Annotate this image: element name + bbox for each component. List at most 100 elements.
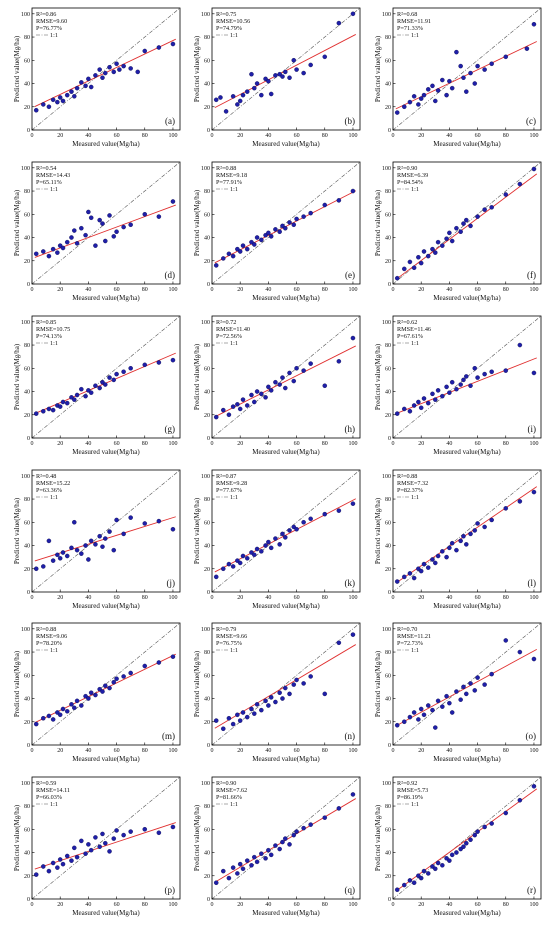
y-tick-label: 80 [24,189,30,195]
data-point [57,404,63,409]
data-point [72,705,77,711]
regression-line [214,345,356,418]
y-tick-label: 80 [385,343,391,349]
y-tick-label: 60 [24,58,30,64]
x-tick-label: 40 [446,441,452,447]
panel-label: (e) [345,270,355,280]
data-point [464,217,469,223]
data-point [226,716,232,721]
x-tick-label: 0 [31,902,34,908]
data-point [482,371,487,377]
y-tick-label: 20 [24,259,30,265]
x-tick-label: 100 [529,902,538,908]
data-point [46,104,52,110]
data-point [482,524,487,530]
x-tick-label: 80 [322,133,328,139]
y-axis-label: Predicted value(Mg/ha) [193,343,201,410]
y-tick-label: 40 [204,544,210,550]
data-point [170,41,176,47]
scatter-panel: 0 20 40 60 80 100 0 20 40 60 80 100 Measured value(M… [193,7,361,148]
y-tick-label: 0 [388,590,391,596]
y-tick-label: 60 [24,673,30,679]
panel-label: (c) [526,116,536,126]
data-point [230,865,236,870]
x-tick-label: 20 [418,902,424,908]
data-point [79,703,84,708]
data-point [156,214,162,219]
data-point [93,692,98,698]
data-point [421,712,427,718]
x-tick-label: 0 [392,133,395,139]
data-point [142,362,148,368]
r-squared-label: R²=0.88 [36,626,56,633]
data-point [114,229,119,234]
data-point [74,698,80,704]
data-point [308,361,313,366]
x-axis-label: Measured value(Mg/ha) [72,140,140,148]
rmse-label: RMSE=14.43 [36,172,70,179]
data-point [100,544,105,549]
x-tick-label: 20 [237,902,243,908]
x-tick-label: 40 [446,748,452,754]
p-label: P=63.36% [36,487,62,494]
y-tick-label: 40 [24,851,30,857]
y-tick-label: 40 [24,697,30,703]
data-point [252,711,257,716]
data-point [435,860,441,866]
r-squared-label: R²=0.79 [216,626,236,633]
data-point [230,94,236,99]
y-tick-label: 60 [204,520,210,526]
data-point [128,670,133,676]
data-point [421,249,427,254]
data-point [156,360,162,365]
x-tick-label: 40 [446,133,452,139]
x-tick-label: 40 [265,902,271,908]
data-point [418,405,424,411]
data-point [266,703,271,708]
data-point [449,379,455,385]
data-point [170,654,176,659]
data-point [394,411,400,416]
data-point [69,89,74,94]
data-point [266,847,271,853]
y-tick-label: 20 [385,567,391,573]
data-point [249,71,254,77]
data-point [444,693,449,699]
y-tick-label: 80 [24,650,30,656]
rmse-label: RMSE=15.22 [36,480,70,487]
x-tick-label: 0 [211,595,214,601]
data-point [280,531,285,537]
data-point [464,691,469,697]
data-point [252,85,257,91]
data-point [531,166,537,172]
y-tick-label: 0 [207,128,210,134]
data-point [156,660,162,665]
x-tick-label: 60 [294,441,300,447]
x-tick-label: 60 [475,595,481,601]
data-point [454,225,459,231]
data-point [440,393,445,399]
data-point [425,703,431,708]
data-point [468,681,473,686]
data-point [531,370,537,376]
data-point [86,696,91,701]
data-point [407,259,413,265]
y-tick-label: 60 [385,827,391,833]
data-point [482,682,487,687]
y-tick-label: 80 [204,804,210,810]
data-point [472,832,478,838]
y-tick-label: 60 [24,366,30,372]
data-point [57,556,63,561]
data-point [64,553,70,559]
data-point [503,810,509,816]
y-tick-label: 60 [204,673,210,679]
data-point [86,557,91,562]
data-point [88,847,94,853]
data-point [336,640,342,646]
data-point [93,542,98,547]
data-point [83,393,88,399]
y-tick-label: 100 [201,627,210,633]
scatter-panel: 0 20 40 60 80 100 0 20 40 60 80 100 Measured value(M… [374,161,542,302]
y-tick-label: 0 [388,436,391,442]
data-point [107,65,112,70]
